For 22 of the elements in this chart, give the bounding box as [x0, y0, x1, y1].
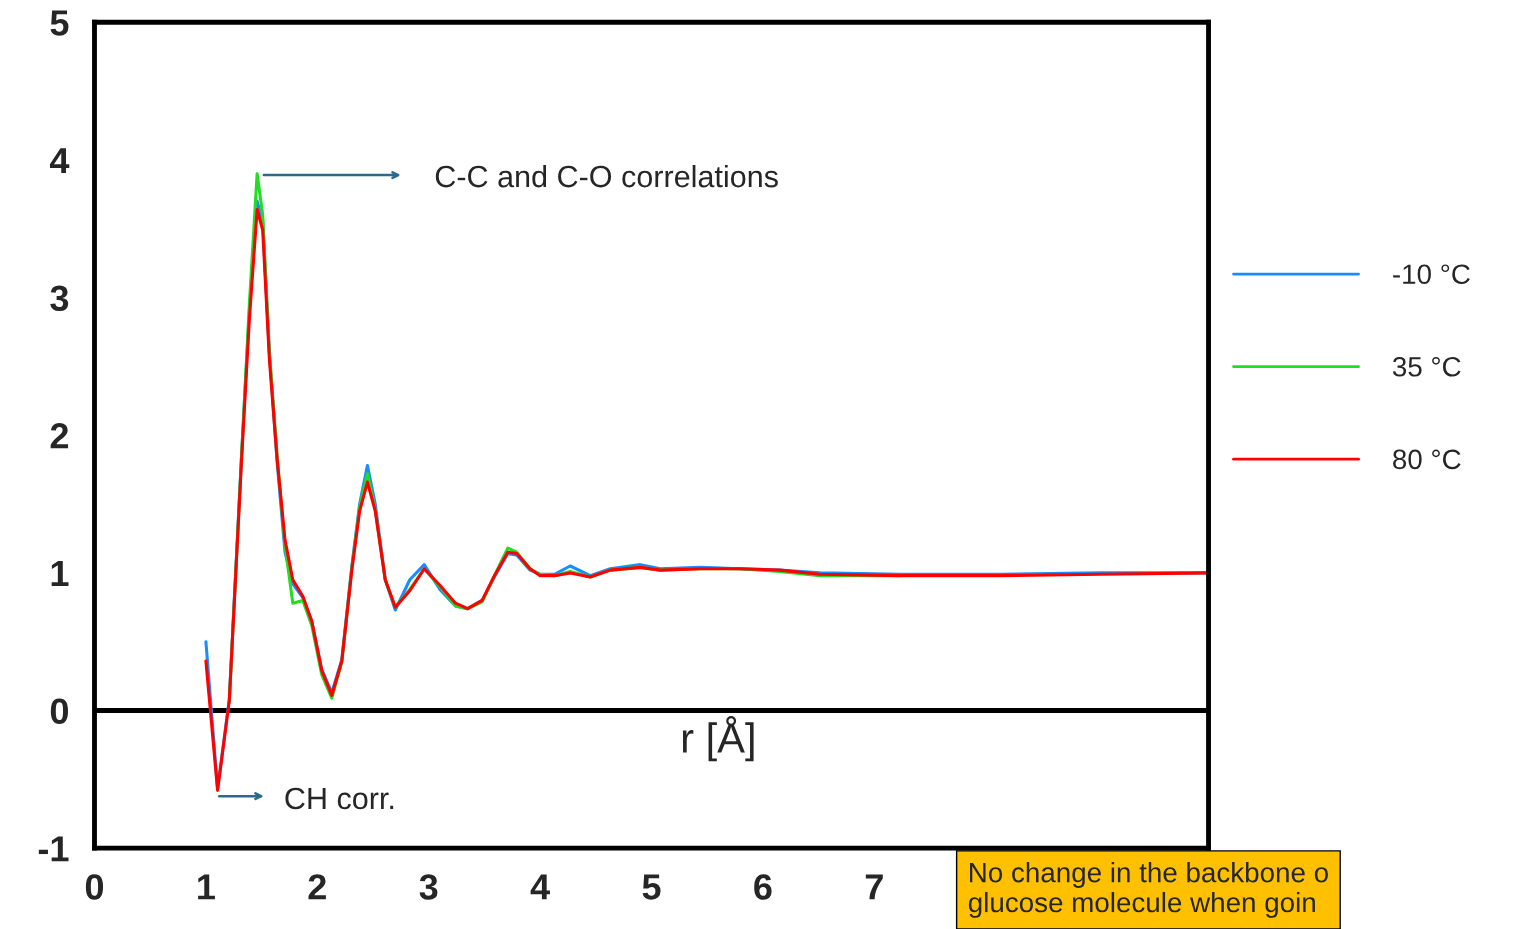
- annotation: CH corr.: [285, 787, 394, 810]
- y-tick-label: -1: [38, 836, 69, 862]
- x-tick-label: 6: [754, 874, 772, 900]
- y-tick-label: 3: [50, 285, 69, 312]
- x-tick-label: 1: [198, 874, 215, 900]
- y-tick-label: 5: [50, 10, 69, 36]
- x-tick-label: 2: [308, 874, 326, 900]
- x-tick-label: 3: [419, 874, 438, 900]
- legend-label: 35 °C: [1392, 356, 1461, 377]
- y-tick-label: 2: [50, 423, 69, 449]
- y-tick-label: 4: [49, 148, 70, 174]
- y-tick-label: 0: [50, 698, 69, 724]
- legend-label: -10 °C: [1393, 264, 1470, 285]
- x-tick-label: 4: [530, 874, 550, 900]
- x-axis-title: r [Å]: [682, 716, 754, 762]
- y-tick-label: 1: [51, 561, 69, 586]
- annotation: C-C and C-O correlations: [435, 164, 778, 188]
- legend-label: 80 °C: [1393, 449, 1461, 470]
- x-tick-label: 7: [865, 874, 883, 900]
- x-tick-label: 0: [85, 874, 104, 900]
- text: No change in the backbone o glucose molecule when goin: [968, 862, 1328, 918]
- x-tick-label: 5: [642, 874, 661, 900]
